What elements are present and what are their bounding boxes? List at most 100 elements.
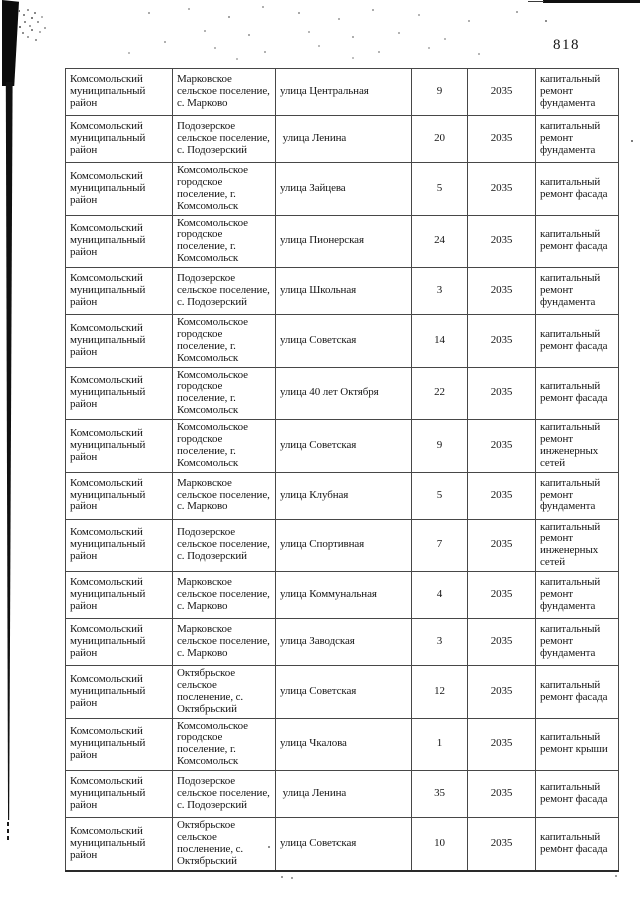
street-cell: улица Пионерская: [275, 214, 412, 268]
table-row: Комсомольский муниципальный район Комсом…: [65, 314, 619, 368]
table-row: Комсомольский муниципальный район Комсом…: [65, 366, 619, 420]
repairs-table-body: Комсомольский муниципальный район Марков…: [65, 68, 619, 871]
house-number-cell: 12: [411, 665, 468, 719]
year-cell: 2035: [467, 366, 536, 420]
work-type-cell: капитальный ремонт фундамента: [535, 618, 619, 666]
repairs-table: Комсомольский муниципальный район Марков…: [65, 68, 619, 872]
settlement-cell: Комсомольское городское поселение, г. Ко…: [172, 162, 276, 216]
street-cell: улица Зайцева: [275, 162, 412, 216]
street-cell: улица Советская: [275, 817, 412, 871]
district-cell: Комсомольский муниципальный район: [65, 770, 173, 818]
work-type-cell: капитальный ремонт фасада: [535, 665, 619, 719]
year-cell: 2035: [467, 518, 536, 572]
settlement-cell: Марковское сельское поселение, с. Марков…: [172, 471, 276, 520]
settlement-cell: Подозерское сельское поселение, с. Подоз…: [172, 115, 276, 163]
street-cell: улица Ленина: [275, 770, 412, 818]
district-cell: Комсомольский муниципальный район: [65, 571, 173, 619]
house-number-cell: 1: [411, 717, 468, 771]
house-number-cell: 9: [411, 419, 468, 473]
street-cell: улица Клубная: [275, 471, 412, 520]
year-cell: 2035: [467, 471, 536, 520]
work-type-cell: капитальный ремонт инженерных сетей: [535, 419, 619, 473]
district-cell: Комсомольский муниципальный район: [65, 817, 173, 871]
district-cell: Комсомольский муниципальный район: [65, 115, 173, 163]
street-cell: улица Советская: [275, 665, 412, 719]
scan-artifact-left-streak: [5, 82, 13, 820]
work-type-cell: капитальный ремонт фасада: [535, 314, 619, 368]
work-type-cell: капитальный ремонт фундамента: [535, 471, 619, 520]
house-number-cell: 24: [411, 214, 468, 268]
table-row: Комсомольский муниципальный район Марков…: [65, 68, 619, 116]
street-cell: улица Заводская: [275, 618, 412, 666]
year-cell: 2035: [467, 817, 536, 871]
table-row: Комсомольский муниципальный район Октябр…: [65, 817, 619, 871]
year-cell: 2035: [467, 214, 536, 268]
table-row: Комсомольский муниципальный район Комсом…: [65, 717, 619, 771]
table-row: Комсомольский муниципальный район Подозе…: [65, 267, 619, 315]
district-cell: Комсомольский муниципальный район: [65, 471, 173, 520]
table-row: Комсомольский муниципальный район Комсом…: [65, 162, 619, 216]
house-number-cell: 10: [411, 817, 468, 871]
street-cell: улица Школьная: [275, 267, 412, 315]
street-cell: улица Коммунальная: [275, 571, 412, 619]
settlement-cell: Подозерское сельское поселение, с. Подоз…: [172, 518, 276, 572]
house-number-cell: 35: [411, 770, 468, 818]
house-number-cell: 9: [411, 68, 468, 116]
scan-artifact-blob: [2, 0, 19, 86]
house-number-cell: 4: [411, 571, 468, 619]
settlement-cell: Октябрьское сельское посленение, с. Октя…: [172, 817, 276, 871]
street-cell: улица Чкалова: [275, 717, 412, 771]
table-row: Комсомольский муниципальный район Октябр…: [65, 665, 619, 719]
house-number-cell: 14: [411, 314, 468, 368]
table-row: Комсомольский муниципальный район Подозе…: [65, 115, 619, 163]
district-cell: Комсомольский муниципальный район: [65, 314, 173, 368]
settlement-cell: Комсомольское городское поселение, г. Ко…: [172, 366, 276, 420]
settlement-cell: Комсомольское городское поселение, г. Ко…: [172, 717, 276, 771]
settlement-cell: Комсомольское городское поселение, г. Ко…: [172, 214, 276, 268]
district-cell: Комсомольский муниципальный район: [65, 366, 173, 420]
work-type-cell: капитальный ремонт крыши: [535, 717, 619, 771]
year-cell: 2035: [467, 717, 536, 771]
year-cell: 2035: [467, 571, 536, 619]
house-number-cell: 22: [411, 366, 468, 420]
street-cell: улица 40 лет Октября: [275, 366, 412, 420]
table-row: Комсомольский муниципальный район Комсом…: [65, 214, 619, 268]
district-cell: Комсомольский муниципальный район: [65, 68, 173, 116]
year-cell: 2035: [467, 770, 536, 818]
house-number-cell: 3: [411, 267, 468, 315]
house-number-cell: 20: [411, 115, 468, 163]
work-type-cell: капитальный ремонт фасада: [535, 214, 619, 268]
settlement-cell: Подозерское сельское поселение, с. Подоз…: [172, 267, 276, 315]
house-number-cell: 5: [411, 162, 468, 216]
year-cell: 2035: [467, 162, 536, 216]
street-cell: улица Советская: [275, 419, 412, 473]
work-type-cell: капитальный ремонт фундамента: [535, 571, 619, 619]
district-cell: Комсомольский муниципальный район: [65, 267, 173, 315]
scan-artifact-streak-tail: [7, 822, 9, 842]
table-row: Комсомольский муниципальный район Подозе…: [65, 518, 619, 572]
table-row: Комсомольский муниципальный район Марков…: [65, 618, 619, 666]
street-cell: улица Ленина: [275, 115, 412, 163]
settlement-cell: Октябрьское сельское посленение, с. Октя…: [172, 665, 276, 719]
house-number-cell: 5: [411, 471, 468, 520]
year-cell: 2035: [467, 115, 536, 163]
district-cell: Комсомольский муниципальный район: [65, 665, 173, 719]
year-cell: 2035: [467, 618, 536, 666]
work-type-cell: капитальный ремонт фасада: [535, 770, 619, 818]
district-cell: Комсомольский муниципальный район: [65, 419, 173, 473]
year-cell: 2035: [467, 68, 536, 116]
district-cell: Комсомольский муниципальный район: [65, 618, 173, 666]
district-cell: Комсомольский муниципальный район: [65, 214, 173, 268]
street-cell: улица Спортивная: [275, 518, 412, 572]
table-row: Комсомольский муниципальный район Комсом…: [65, 419, 619, 473]
work-type-cell: капитальный ремонт фундамента: [535, 267, 619, 315]
settlement-cell: Марковское сельское поселение, с. Марков…: [172, 571, 276, 619]
work-type-cell: капитальный ремонт фасада: [535, 817, 619, 871]
house-number-cell: 7: [411, 518, 468, 572]
page-number: 818: [553, 37, 580, 53]
street-cell: улица Центральная: [275, 68, 412, 116]
table-row: Комсомольский муниципальный район Марков…: [65, 571, 619, 619]
work-type-cell: капитальный ремонт фундамента: [535, 68, 619, 116]
settlement-cell: Марковское сельское поселение, с. Марков…: [172, 618, 276, 666]
